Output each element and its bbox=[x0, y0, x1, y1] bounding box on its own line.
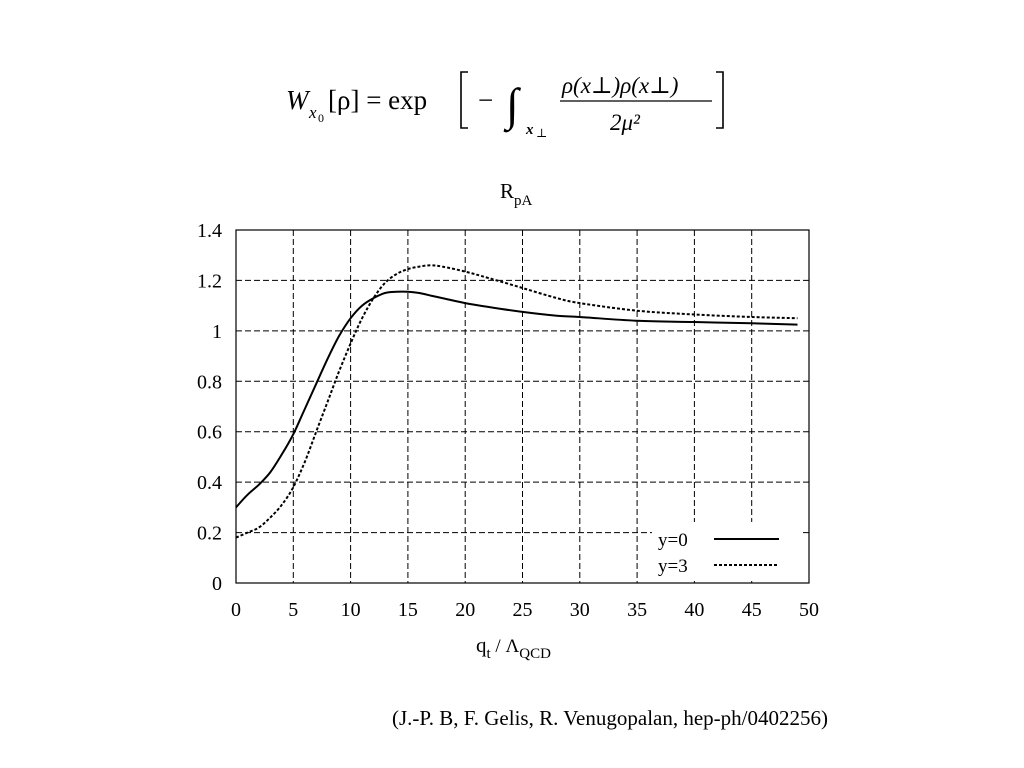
y-tick-label: 0.6 bbox=[197, 422, 222, 444]
formula-lhs: W x 0 [ρ] = exp bbox=[286, 85, 427, 125]
formula-integral-subsub: ⊥ bbox=[536, 126, 547, 140]
formula-lhs-subsub: 0 bbox=[318, 111, 324, 125]
y-tick-label: 0.2 bbox=[197, 523, 222, 545]
formula-minus: − bbox=[478, 85, 493, 115]
x-tick-label: 40 bbox=[684, 599, 704, 621]
legend-box bbox=[652, 522, 802, 580]
y-tick-label: 1 bbox=[212, 321, 222, 343]
series-line-y3 bbox=[235, 264, 798, 539]
x-tick-label: 10 bbox=[341, 599, 361, 621]
formula-lhs-letter: W bbox=[286, 85, 311, 115]
y-tick-label: 1.2 bbox=[197, 270, 222, 292]
chart-title-subscript: pA bbox=[514, 193, 533, 209]
y-tick-label: 0 bbox=[212, 573, 222, 595]
series-line-y0 bbox=[235, 290, 798, 509]
x-tick-label: 45 bbox=[742, 599, 762, 621]
x-tick-label: 35 bbox=[627, 599, 647, 621]
y-tick-label: 0.4 bbox=[197, 472, 222, 494]
x-tick-label: 25 bbox=[513, 599, 533, 621]
x-axis-label-sub2: QCD bbox=[519, 646, 551, 662]
legend-label-y3: y=3 bbox=[658, 556, 688, 577]
formula-lhs-subscript: x bbox=[308, 103, 317, 122]
y-tick-label: 1.4 bbox=[197, 220, 222, 242]
legend: y=0 y=3 bbox=[658, 530, 779, 577]
x-axis-label-sub: t bbox=[487, 646, 492, 662]
x-tick-label: 0 bbox=[231, 599, 241, 621]
x-tick-label: 30 bbox=[570, 599, 590, 621]
citation: (J.-P. B, F. Gelis, R. Venugopalan, hep-… bbox=[392, 706, 828, 730]
series-layer bbox=[235, 264, 798, 539]
formula-integral-sub: x bbox=[525, 122, 534, 138]
formula-left-bracket bbox=[460, 71, 468, 129]
x-axis-label-mid: / Λ bbox=[491, 636, 520, 657]
x-axis-ticks: 0 5 10 15 20 25 30 35 40 45 50 bbox=[231, 599, 819, 621]
formula-numerator: ρ(x⊥)ρ(x⊥) bbox=[561, 73, 678, 98]
x-tick-label: 15 bbox=[398, 599, 418, 621]
legend-label-y0: y=0 bbox=[658, 530, 688, 551]
formula-lhs-arg: [ρ] = exp bbox=[328, 85, 427, 115]
x-tick-label: 5 bbox=[288, 599, 298, 621]
x-tick-label: 20 bbox=[455, 599, 475, 621]
formula-integral: ∫ bbox=[503, 79, 521, 133]
y-tick-label: 0.8 bbox=[197, 371, 222, 393]
chart-title: RpA bbox=[500, 179, 533, 209]
y-axis-ticks: 0 0.2 0.4 0.6 0.8 1 1.2 1.4 bbox=[197, 220, 222, 595]
formula: W x 0 [ρ] = exp − ∫ x ⊥ ρ(x⊥)ρ(x⊥) 2μ² bbox=[286, 71, 724, 140]
chart: RpA 0 5 10 15 20 25 30 35 40 45 50 0 0.2 0.4 0.6 0.8 1 1… bbox=[197, 179, 819, 662]
formula-right-bracket bbox=[716, 71, 724, 129]
x-axis-label: qt / ΛQCD bbox=[476, 633, 551, 662]
plot-frame bbox=[235, 229, 810, 584]
x-tick-label: 50 bbox=[799, 599, 819, 621]
formula-denominator: 2μ² bbox=[610, 110, 641, 135]
